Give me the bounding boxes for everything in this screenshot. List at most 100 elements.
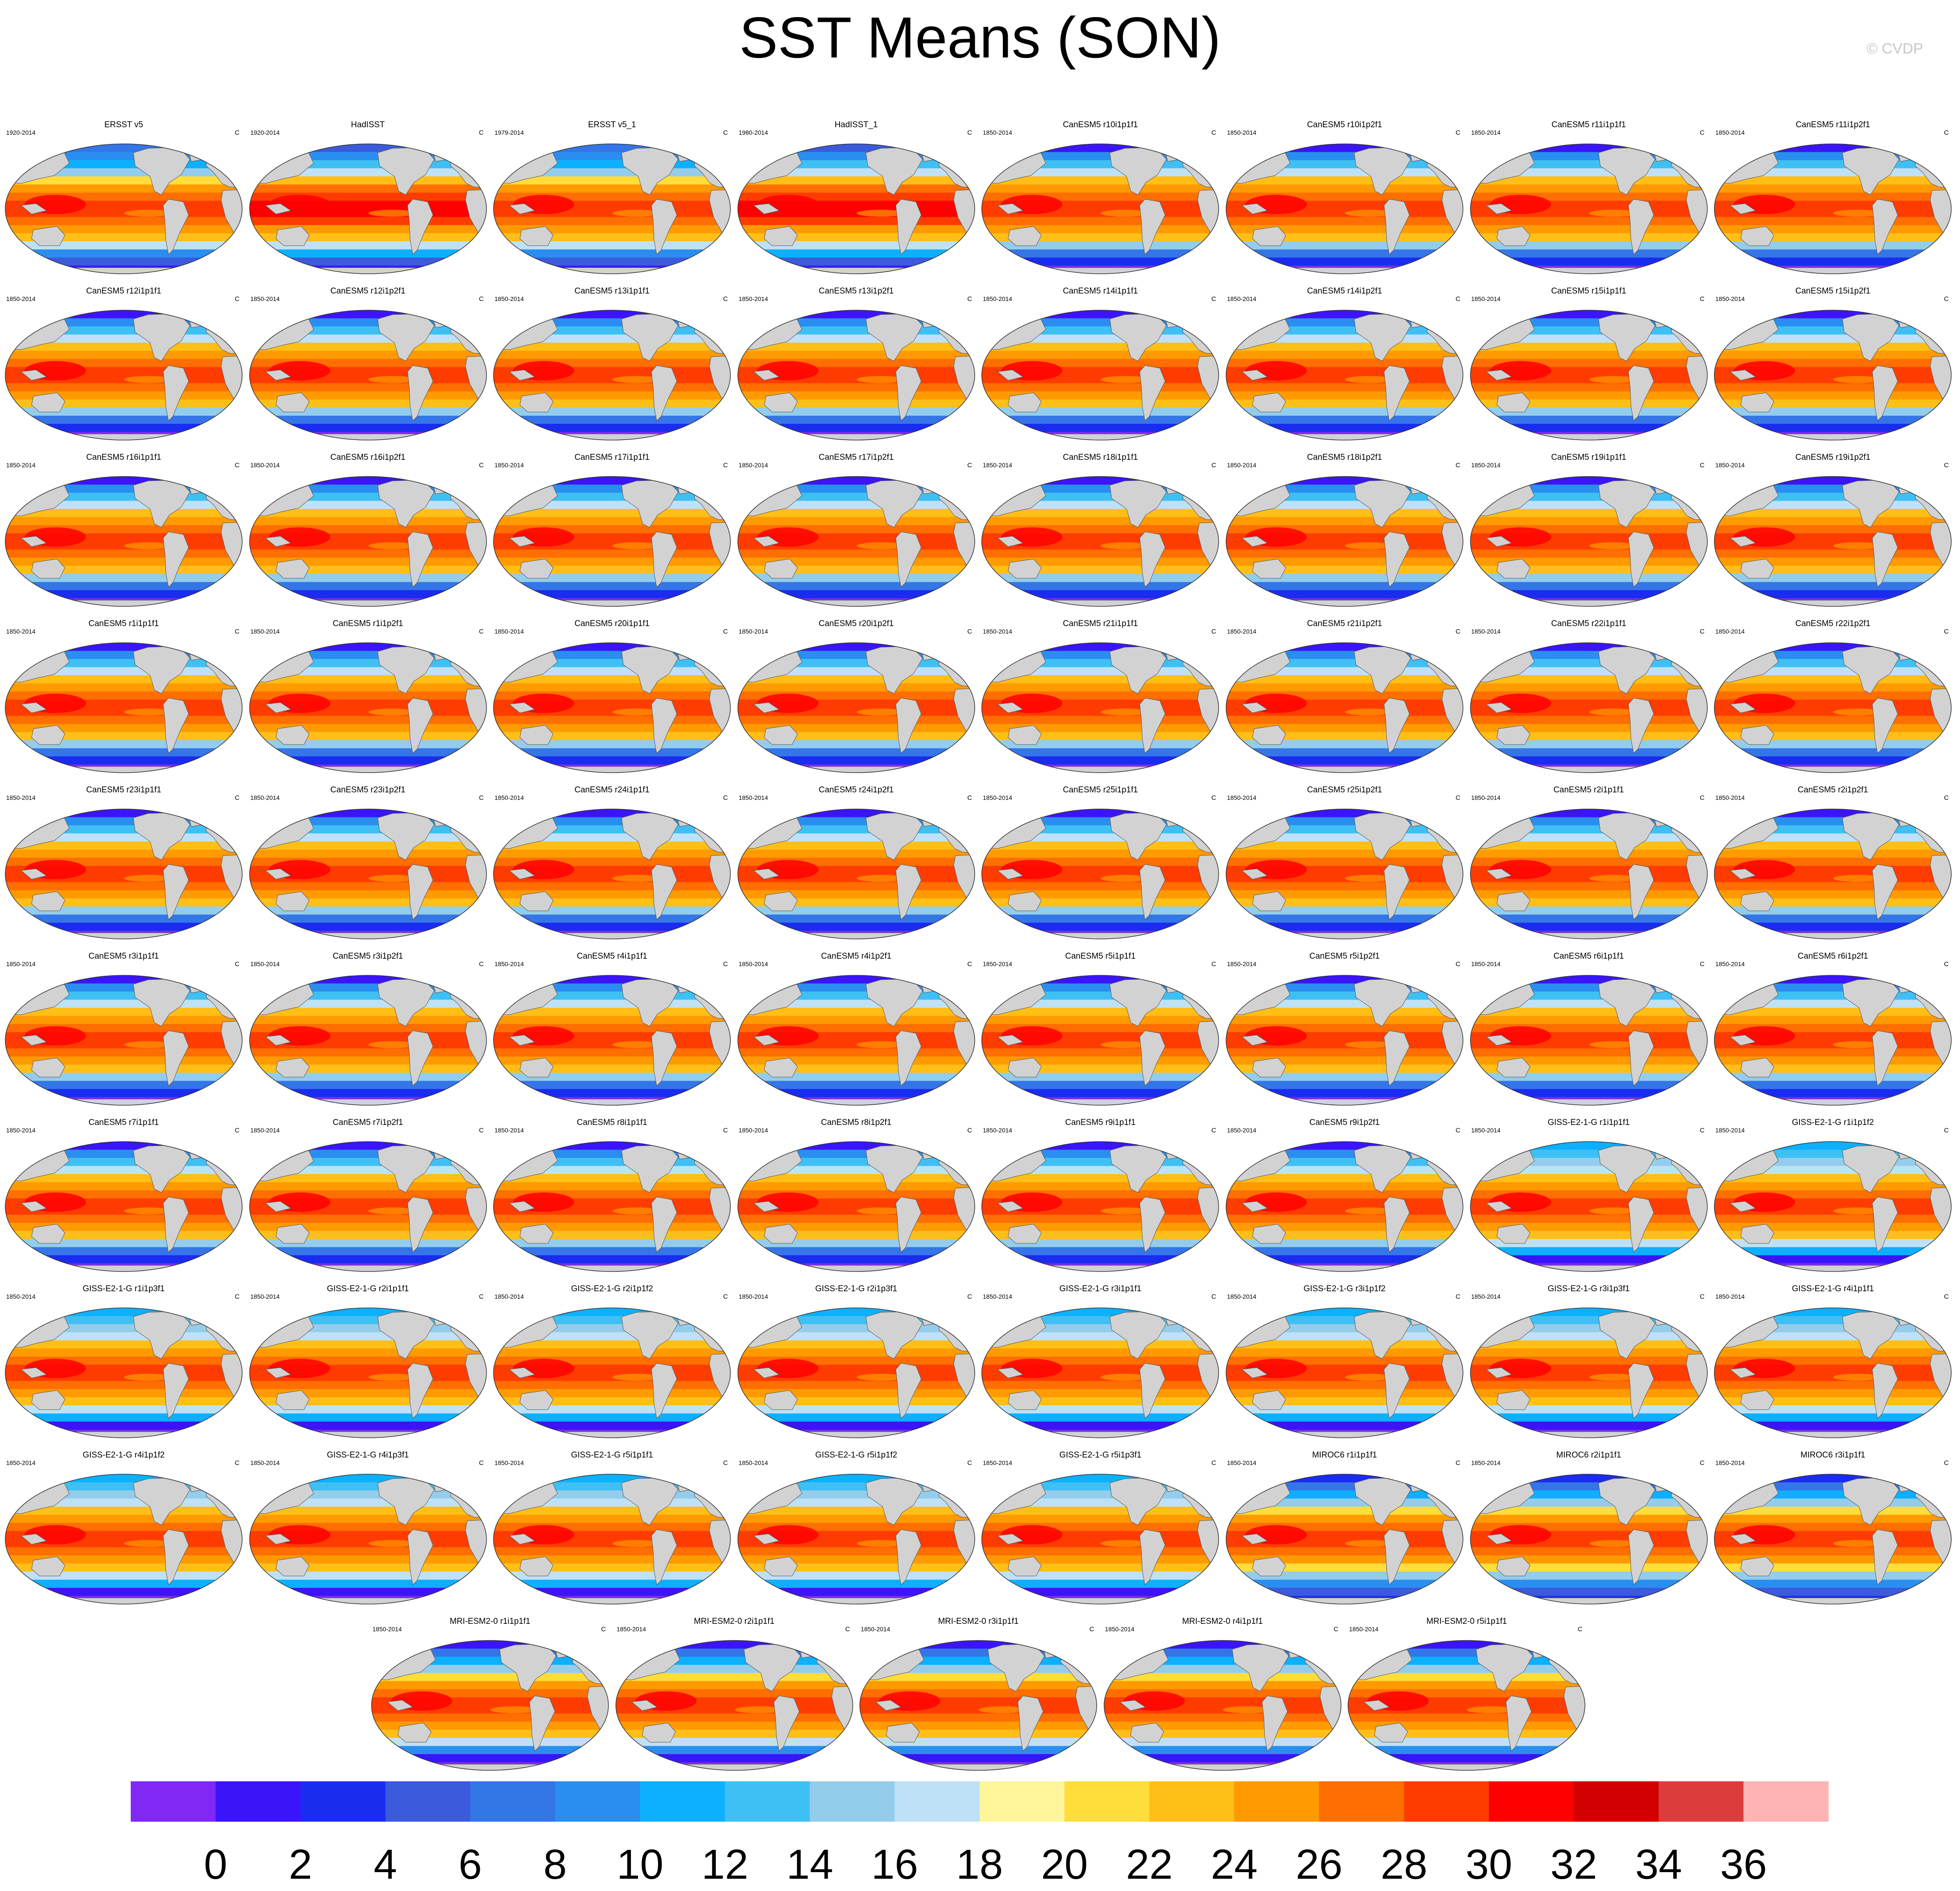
sst-band <box>372 1746 608 1755</box>
map-plot <box>737 1141 975 1272</box>
sst-band <box>1470 1474 1707 1483</box>
sst-band <box>1226 882 1463 891</box>
north-america-shape <box>1842 1311 1899 1359</box>
sst-band <box>1714 509 1952 518</box>
sst-band <box>737 724 975 733</box>
sst-band <box>737 318 975 327</box>
sst-band <box>982 1073 1219 1082</box>
map-plot <box>737 476 975 607</box>
map-outline <box>1714 1474 1952 1604</box>
australia-shape <box>1252 1057 1286 1078</box>
sst-band <box>249 651 486 659</box>
sst-band <box>5 1547 242 1556</box>
panel-units: C <box>235 129 240 136</box>
colorbar-tick-label: 34 <box>1635 1841 1682 1888</box>
antarctica-shape <box>494 766 731 773</box>
south-america-shape <box>1139 698 1166 754</box>
panel-period: 1850-2014 <box>738 1293 768 1300</box>
sst-band <box>1470 1579 1707 1588</box>
panel-period: 1850-2014 <box>494 1459 524 1466</box>
sst-band <box>494 1515 731 1523</box>
sst-band <box>982 923 1219 931</box>
sst-band <box>1470 1008 1707 1017</box>
sst-band <box>249 383 486 392</box>
map-panels-grid: 1920-2014 ERSST v5 C 1920-2014 HadISST C 1979-… <box>5 120 1952 1774</box>
maritime-continent-shape <box>1241 868 1268 880</box>
map-plot <box>493 1307 731 1438</box>
south-america-shape <box>1628 1529 1654 1586</box>
maritime-continent-shape <box>1485 203 1512 215</box>
sst-band <box>1226 217 1463 226</box>
sst-band <box>1714 408 1952 416</box>
panel-title: CanESM5 r15i1p2f1 <box>1795 287 1871 296</box>
australia-shape <box>1496 891 1531 911</box>
sst-band <box>1714 1389 1952 1398</box>
sst-band <box>1470 1081 1707 1089</box>
south-america-shape <box>1872 531 1898 588</box>
cold-tongue <box>856 1207 905 1214</box>
sst-band <box>737 1413 975 1422</box>
antarctica-shape <box>1714 766 1952 773</box>
sst-band <box>5 582 242 591</box>
panel-title: CanESM5 r25i1p1f1 <box>1062 785 1138 795</box>
maritime-continent-shape <box>997 369 1024 381</box>
sst-band <box>5 1308 242 1317</box>
map-plot <box>981 809 1220 939</box>
cold-tongue <box>368 210 417 217</box>
sst-band <box>249 1255 486 1264</box>
antarctica-shape <box>494 600 731 606</box>
sst-band <box>494 1081 731 1089</box>
cold-tongue <box>1833 1374 1882 1381</box>
south-america-shape <box>1139 1196 1166 1253</box>
map-panel: 1850-2014 MRI-ESM2-0 r3i1p1f1 C <box>858 1614 1098 1774</box>
north-america-shape <box>133 978 190 1027</box>
panel-title: CanESM5 r17i1p2f1 <box>819 453 894 462</box>
sst-band <box>982 1081 1219 1089</box>
sst-band <box>494 549 731 558</box>
panel-title: CanESM5 r23i1p1f1 <box>86 785 161 795</box>
panel-units: C <box>1456 628 1460 635</box>
panel-units: C <box>967 462 972 469</box>
panel-period: 1850-2014 <box>738 295 768 302</box>
panel-units: C <box>235 960 240 968</box>
sst-band <box>5 1089 242 1098</box>
map-panel: 1850-2014 CanESM5 r18i1p1f1 C <box>980 450 1220 610</box>
panel-period: 1850-2014 <box>983 1459 1012 1466</box>
sst-band <box>1470 176 1707 185</box>
north-america-shape <box>499 1644 557 1692</box>
sst-band <box>982 1142 1219 1150</box>
sst-field <box>5 1308 242 1438</box>
sst-band <box>1714 1073 1952 1082</box>
colorbar-swatch <box>1234 1781 1320 1822</box>
panel-title: CanESM5 r12i1p1f1 <box>86 287 161 296</box>
maritime-continent-shape <box>1729 702 1756 713</box>
cold-tongue <box>612 875 661 882</box>
sst-band <box>1226 1515 1463 1523</box>
sst-band <box>494 914 731 923</box>
map-plot <box>981 975 1220 1106</box>
sst-band <box>1470 241 1707 250</box>
south-america-shape <box>1262 1695 1288 1752</box>
sst-band <box>1226 1239 1463 1248</box>
sst-band <box>249 914 486 923</box>
map-outline <box>1714 975 1952 1106</box>
australia-shape <box>1252 1556 1286 1576</box>
sst-band <box>5 923 242 931</box>
south-america-shape <box>1872 698 1898 754</box>
panel-title: CanESM5 r24i1p1f1 <box>574 785 650 795</box>
north-america-shape <box>1598 313 1656 362</box>
australia-shape <box>1740 226 1774 246</box>
sst-band <box>737 1214 975 1223</box>
sst-band <box>1226 176 1463 185</box>
map-plot <box>493 809 731 939</box>
map-plot <box>1470 642 1708 773</box>
panel-units: C <box>967 794 972 802</box>
cold-tongue <box>124 1540 172 1547</box>
sst-band <box>982 1214 1219 1223</box>
panel-units: C <box>1211 628 1216 635</box>
south-america-shape <box>651 531 677 588</box>
map-plot <box>5 809 243 939</box>
panel-title: GISS-E2-1-G r2i1p1f2 <box>571 1284 653 1293</box>
cold-tongue <box>368 875 417 882</box>
antarctica-shape <box>737 1597 975 1604</box>
